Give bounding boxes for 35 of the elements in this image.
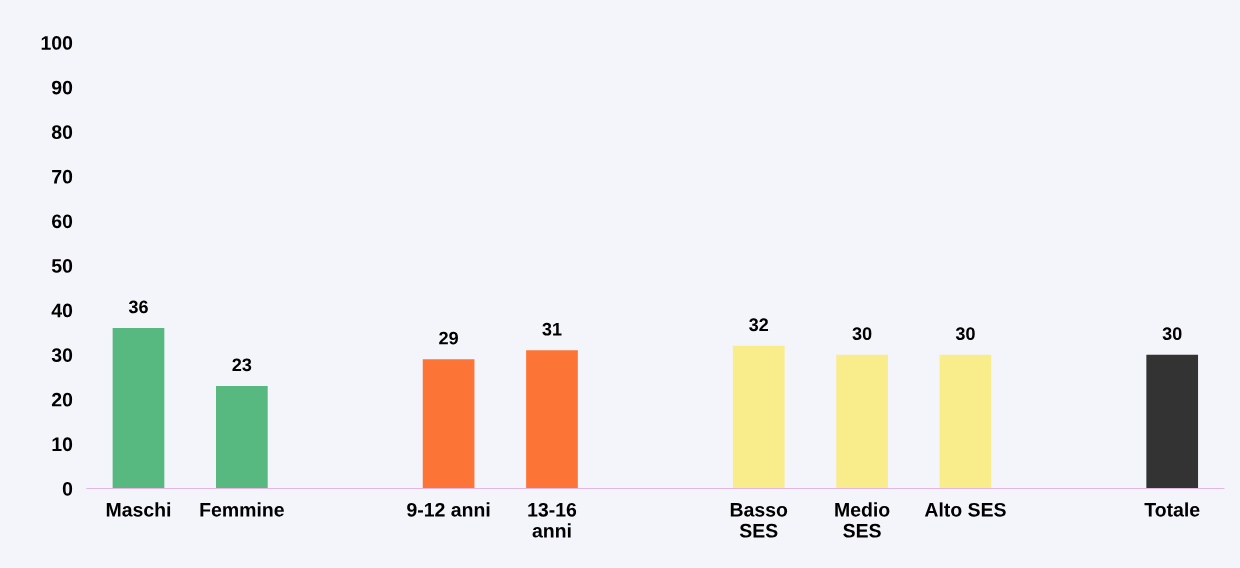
x-tick-label: Alto SES — [924, 502, 1006, 517]
bar — [1146, 354, 1199, 489]
bar — [939, 354, 992, 489]
data-label: 30 — [852, 327, 872, 341]
bar — [836, 354, 888, 489]
x-tick-label: Femmine — [200, 502, 284, 517]
x-tick-label: Totale — [1144, 502, 1200, 517]
data-label: 23 — [232, 358, 252, 372]
y-tick-label: 60 — [52, 214, 73, 229]
data-label: 29 — [439, 331, 458, 345]
bar — [112, 327, 165, 489]
y-tick-label: 10 — [52, 437, 73, 452]
bar — [526, 350, 578, 489]
x-tick-label: Basso SES — [730, 503, 788, 538]
y-tick-label: 50 — [51, 259, 73, 273]
y-tick-label: 20 — [51, 392, 73, 407]
y-tick-label: 70 — [52, 169, 73, 184]
y-tick-label: 90 — [51, 80, 73, 95]
data-label: 36 — [128, 300, 148, 314]
y-tick-label: 100 — [41, 36, 73, 50]
data-label: 32 — [749, 318, 769, 332]
data-label: 30 — [955, 327, 975, 341]
bar — [732, 345, 785, 489]
bar — [422, 359, 475, 489]
x-tick-label: Maschi — [106, 502, 171, 517]
x-tick-label: Medio SES — [835, 502, 890, 538]
y-tick-label: 30 — [51, 348, 73, 362]
x-tick-label: 9-12 anni — [407, 502, 490, 517]
bar — [216, 385, 268, 489]
y-tick-label: 40 — [51, 303, 73, 318]
data-label: 30 — [1162, 327, 1182, 341]
data-label: 31 — [542, 322, 562, 336]
x-tick-label: 13-16 anni — [528, 502, 577, 538]
y-tick-label: 0 — [62, 481, 73, 496]
y-tick-label: 80 — [51, 125, 73, 140]
